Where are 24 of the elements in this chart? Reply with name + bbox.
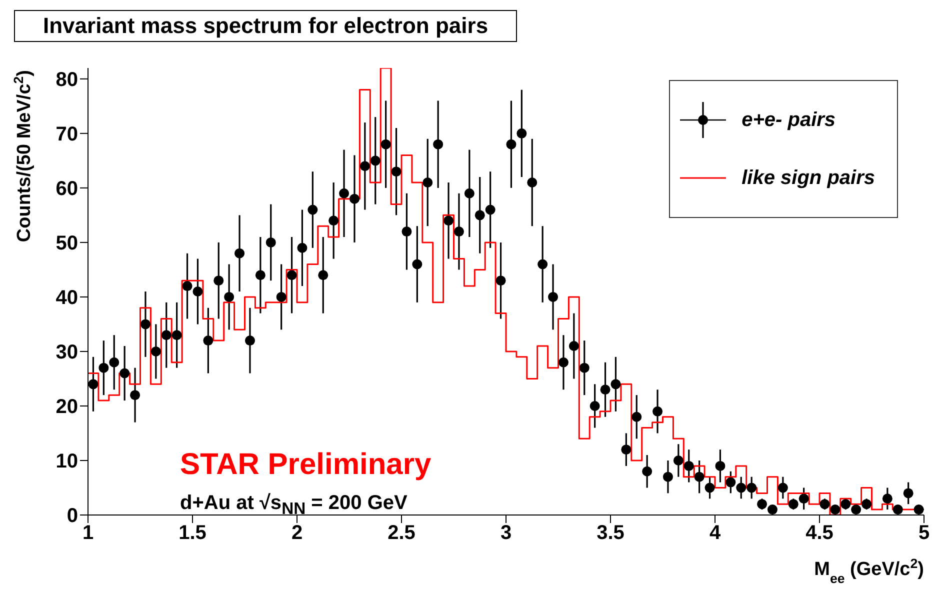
x-tick-label: 4 (709, 522, 722, 544)
y-tick-label: 40 (56, 287, 78, 310)
annotation: STAR Preliminary (180, 448, 432, 482)
chart-title: Invariant mass spectrum for electron pairs (14, 10, 518, 42)
x-tick-label: 3 (500, 522, 512, 544)
y-tick-label: 20 (56, 396, 78, 418)
x-tick-label: 4.5 (806, 522, 834, 544)
y-tick-label: 80 (56, 69, 78, 91)
x-tick-label: 5 (918, 522, 930, 544)
y-tick-label: 30 (56, 342, 78, 364)
legend-label: like sign pairs (742, 166, 875, 190)
y-tick-label: 0 (66, 505, 78, 528)
x-tick-label: 1.5 (178, 522, 206, 544)
x-tick-label: 2 (291, 522, 303, 544)
y-tick-label: 50 (56, 232, 78, 255)
y-tick-label: 60 (56, 178, 78, 200)
legend-label: e+e- pairs (742, 108, 836, 132)
y-tick-label: 10 (56, 450, 78, 473)
x-tick-label: 1 (82, 522, 94, 544)
x-tick-label: 2.5 (388, 522, 416, 544)
y-tick-label: 70 (56, 124, 78, 146)
x-axis-title: M$_{ee}$ (GeV/c$^{2}$) (814, 556, 924, 586)
annotation: d+Au at √s$_{NN}$ = 200 GeV (180, 492, 408, 519)
x-tick-label: 3.5 (596, 522, 624, 544)
